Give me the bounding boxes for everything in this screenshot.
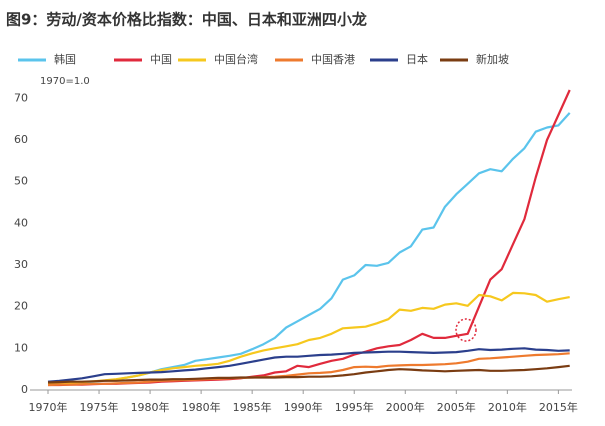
series-line bbox=[47, 352, 570, 387]
chart-title: 图9：劳动/资本价格比指数：中国、日本和亚洲四小龙 bbox=[6, 11, 367, 29]
series-line bbox=[47, 347, 570, 383]
y-tick-label: 40 bbox=[14, 216, 28, 229]
y-tick-label: 10 bbox=[14, 341, 28, 354]
legend-label: 韩国 bbox=[54, 52, 76, 66]
legend-label: 中国台湾 bbox=[214, 52, 258, 66]
y-tick-label: 0 bbox=[21, 383, 28, 396]
x-tick-label: 1970年 bbox=[29, 400, 68, 414]
x-tick-label: 2010年 bbox=[488, 400, 527, 414]
x-tick-label: 2005年 bbox=[437, 400, 476, 414]
annotation: 1970=1.0 bbox=[40, 76, 90, 87]
x-tick-label: 2015年 bbox=[539, 400, 578, 414]
legend-label: 新加坡 bbox=[476, 52, 509, 66]
y-tick-label: 20 bbox=[14, 300, 28, 313]
x-tick-label: 1975年 bbox=[80, 400, 119, 414]
series-line bbox=[47, 291, 570, 385]
y-tick-label: 50 bbox=[14, 175, 28, 188]
legend-label: 中国香港 bbox=[311, 53, 355, 66]
x-tick-label: 1985年 bbox=[233, 400, 272, 414]
highlight-circle bbox=[455, 318, 477, 342]
y-tick-label: 30 bbox=[14, 258, 28, 271]
y-tick-label: 60 bbox=[14, 133, 28, 146]
legend-label: 中国 bbox=[150, 53, 172, 66]
x-tick-label: 1980年 bbox=[131, 400, 170, 414]
x-tick-label: 2000年 bbox=[386, 400, 425, 414]
legend-label: 日本 bbox=[406, 52, 428, 66]
x-tick-label: 1990年 bbox=[284, 400, 323, 414]
x-tick-label: 1995年 bbox=[335, 400, 374, 414]
y-tick-label: 70 bbox=[14, 91, 28, 104]
x-tick-label: 1980年 bbox=[182, 400, 221, 414]
series-line bbox=[47, 364, 570, 384]
series-line bbox=[47, 112, 571, 385]
